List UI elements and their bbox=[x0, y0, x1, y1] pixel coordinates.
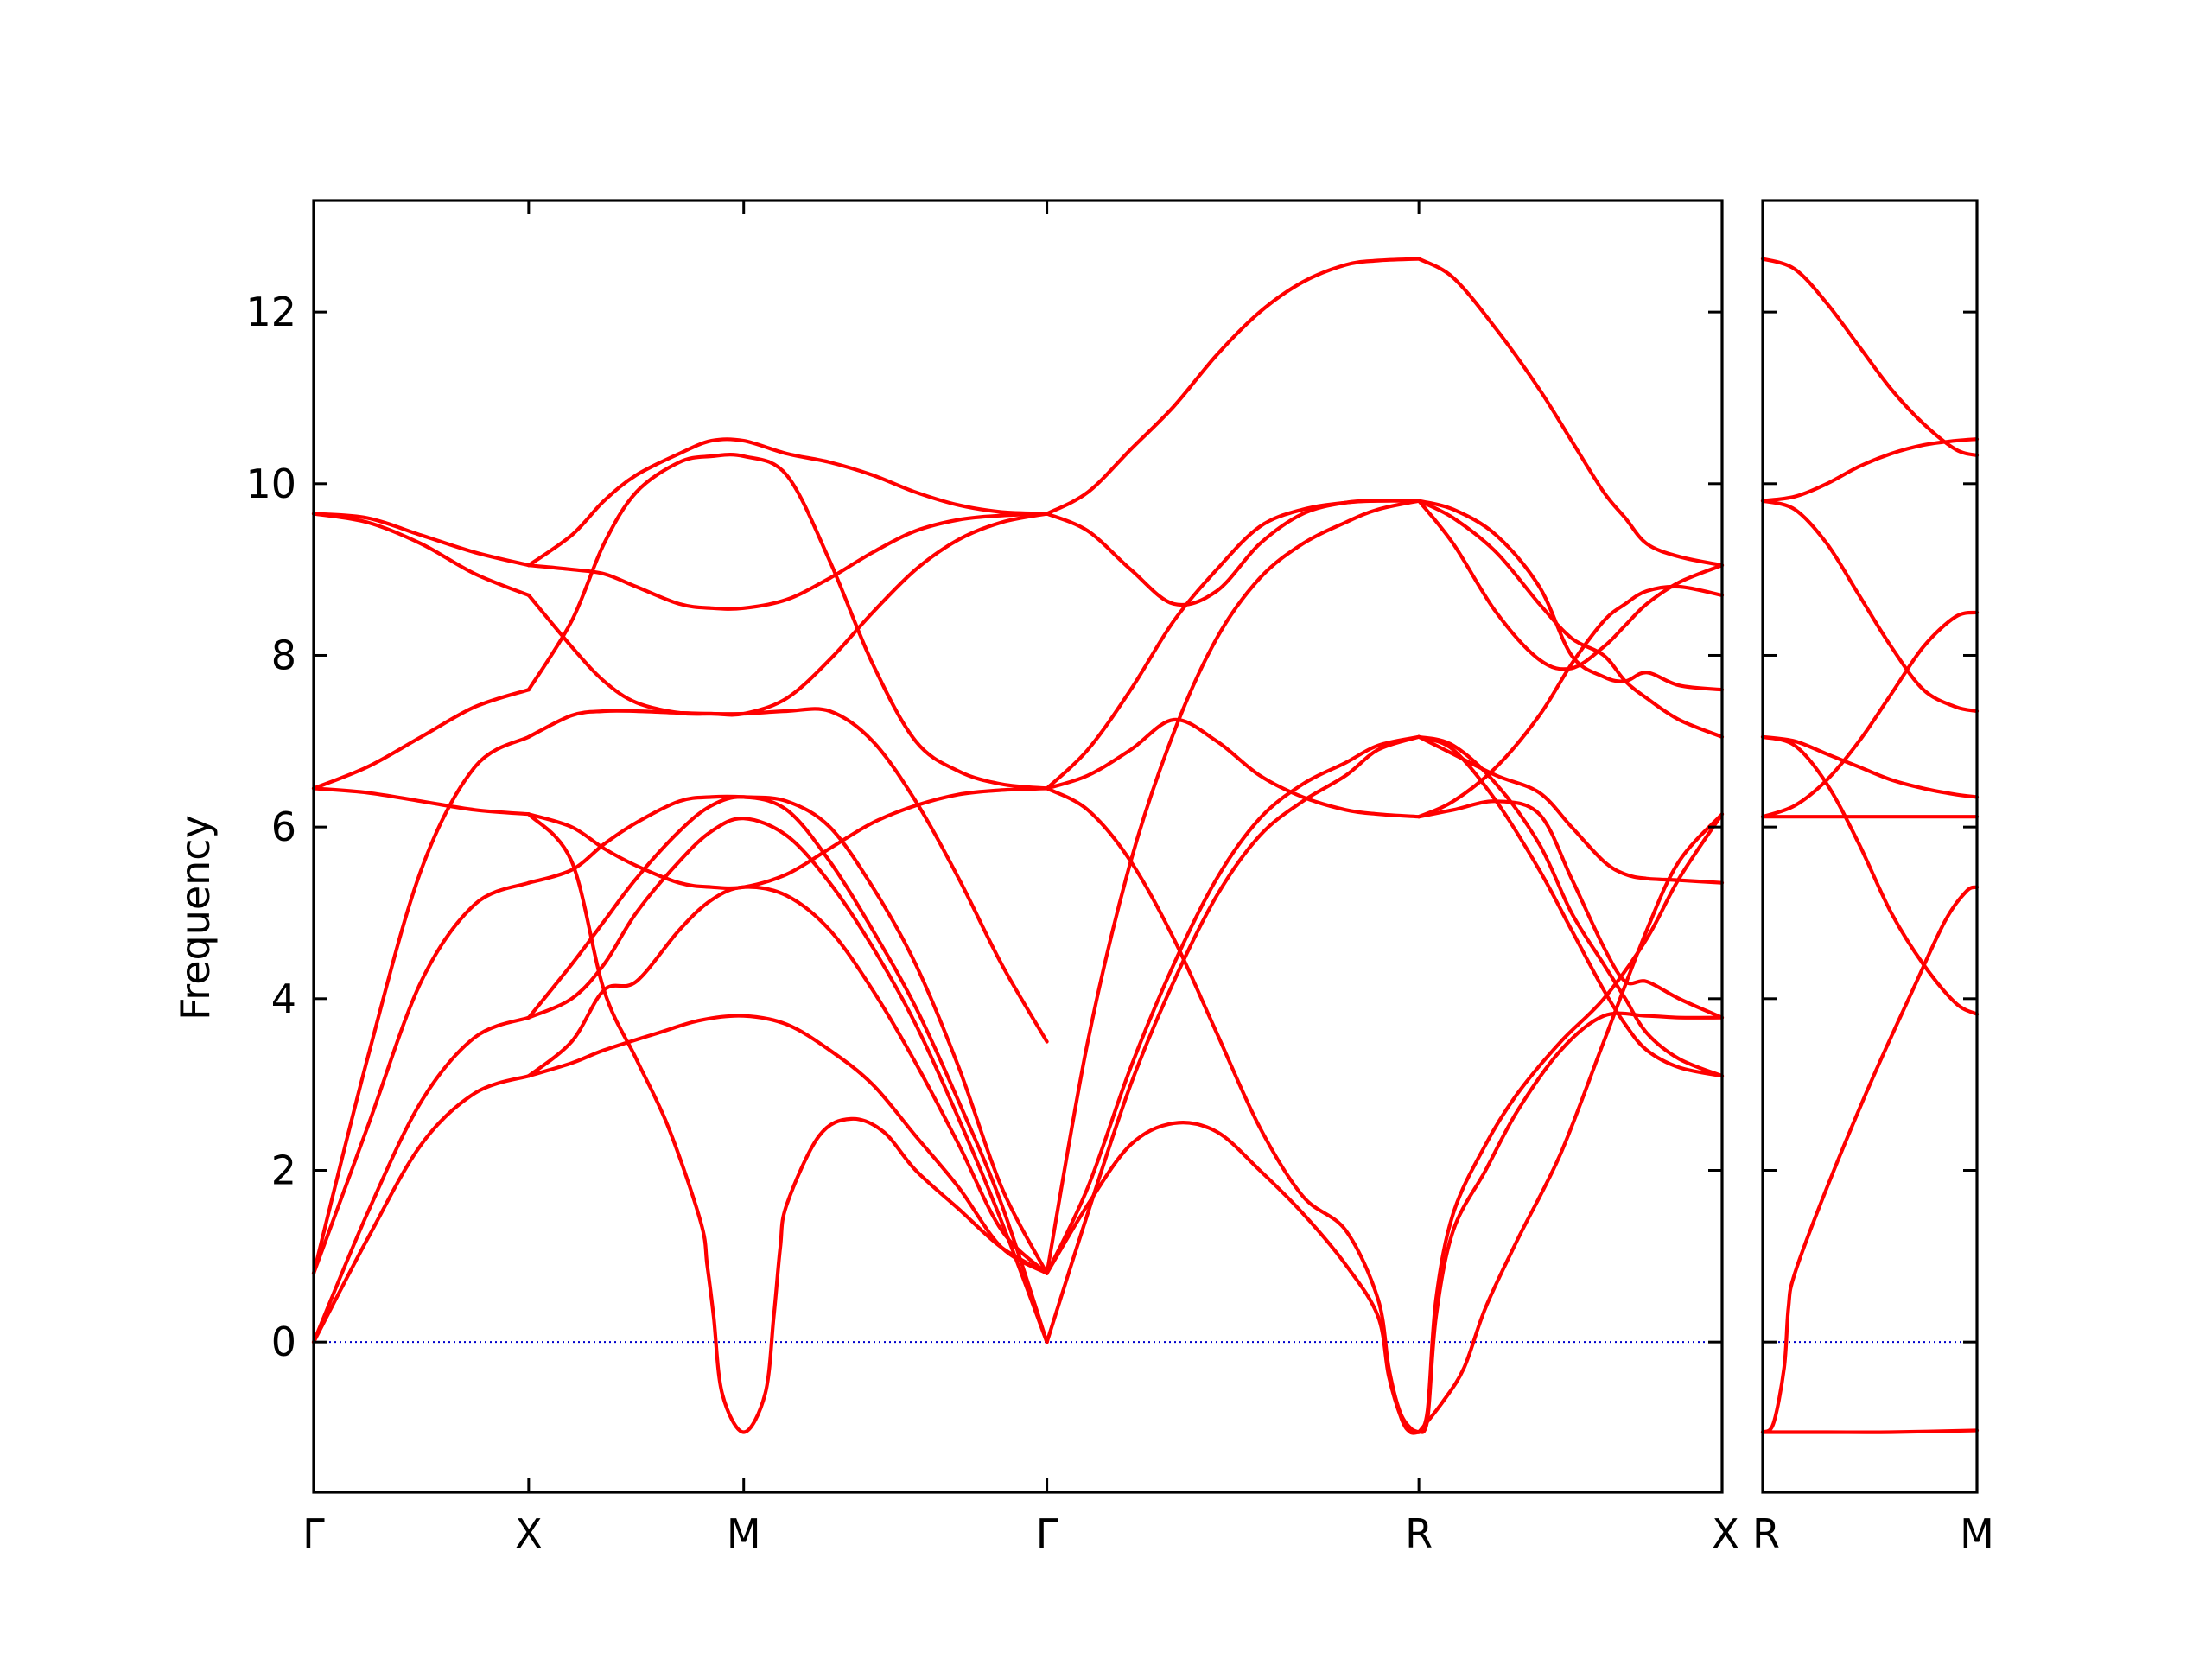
phonon-band-main-22 bbox=[1045, 786, 1421, 1434]
y-axis-label: Frequency bbox=[172, 815, 219, 1020]
phonon-band-main-41 bbox=[1417, 257, 1725, 568]
phonon-band-main-20 bbox=[526, 437, 1049, 568]
phonon-band-main-38 bbox=[1417, 499, 1725, 692]
phonon-band-main-13 bbox=[526, 795, 1049, 1344]
phonon-band-main-7 bbox=[311, 512, 531, 568]
phonon-band-main-6 bbox=[311, 688, 531, 791]
y-tick-label: 0 bbox=[271, 1319, 296, 1365]
phonon-band-main-32 bbox=[1417, 812, 1725, 1434]
phonon-band-main-34 bbox=[1417, 734, 1725, 1078]
y-tick-label: 8 bbox=[271, 632, 296, 678]
phonon-band-main-16 bbox=[526, 707, 1049, 1044]
phonon-band-main-3 bbox=[311, 880, 531, 1275]
phonon-band-main-19 bbox=[526, 512, 1049, 611]
phonon-band-main-12 bbox=[526, 817, 1049, 1344]
phonon-band-right-4 bbox=[1760, 734, 1980, 1016]
phonon-band-main-15 bbox=[526, 786, 1049, 891]
phonon-band-right-9 bbox=[1760, 257, 1980, 458]
y-tick-label: 12 bbox=[245, 289, 296, 335]
phonon-band-right-5 bbox=[1760, 734, 1980, 799]
phonon-band-right-2 bbox=[1760, 1428, 1980, 1434]
phonon-band-right-6 bbox=[1760, 610, 1980, 819]
phonon-band-main-25 bbox=[1045, 499, 1421, 1275]
phonon-band-main-8 bbox=[311, 512, 531, 597]
phonon-band-main-9 bbox=[526, 812, 1049, 1434]
phonon-band-main-39 bbox=[1417, 499, 1725, 739]
phonon-band-main-23 bbox=[1045, 734, 1421, 1344]
phonon-band-main-37 bbox=[1417, 584, 1725, 819]
phonon-band-main-2 bbox=[311, 1015, 531, 1344]
x-tick-label: M bbox=[727, 1510, 761, 1557]
phonon-band-main-4 bbox=[311, 734, 531, 1275]
phonon-band-main-1 bbox=[311, 1074, 531, 1344]
phonon-band-main-10 bbox=[526, 1014, 1049, 1275]
phonon-band-main-18 bbox=[526, 512, 1049, 717]
phonon-band-main-40 bbox=[1417, 499, 1725, 671]
plot-frame bbox=[312, 199, 1724, 1494]
phonon-band-right-8 bbox=[1760, 437, 1980, 503]
plot-frame bbox=[1761, 199, 1979, 1494]
phonon-band-main-17 bbox=[526, 453, 1049, 791]
y-tick-label: 4 bbox=[271, 976, 296, 1022]
phonon-band-main-26 bbox=[1045, 717, 1421, 819]
panel-main: Γ X M Γ R X 0 2 4 6 8 10 12 bbox=[245, 199, 1739, 1557]
phonon-band-main-33 bbox=[1417, 734, 1725, 1078]
y-tick-label: 6 bbox=[271, 804, 296, 850]
x-tick-label: Γ bbox=[302, 1510, 325, 1557]
x-tick-label: Γ bbox=[1036, 1510, 1058, 1557]
phonon-band-main-28 bbox=[1045, 499, 1421, 607]
x-tick-label: R bbox=[1405, 1510, 1433, 1557]
phonon-band-main-31 bbox=[1417, 812, 1725, 1434]
phonon-band-right-1 bbox=[1760, 885, 1980, 1434]
phonon-band-main-11 bbox=[526, 885, 1049, 1275]
phonon-band-right-7 bbox=[1760, 499, 1980, 714]
x-tick-label: R bbox=[1752, 1510, 1780, 1557]
x-tick-label: X bbox=[1712, 1510, 1739, 1557]
y-tick-label: 10 bbox=[245, 461, 296, 507]
phonon-band-main-14 bbox=[526, 794, 1049, 1275]
x-tick-label: X bbox=[515, 1510, 543, 1557]
x-tick-label: M bbox=[1960, 1510, 1994, 1557]
y-tick-label: 2 bbox=[271, 1147, 296, 1193]
phonon-band-main-24 bbox=[1045, 734, 1421, 1275]
phonon-band-main-5 bbox=[311, 786, 531, 817]
phonon-band-main-36 bbox=[1417, 734, 1725, 885]
phonon-band-main-35 bbox=[1417, 799, 1725, 1020]
phonon-band-main-29 bbox=[1045, 257, 1421, 516]
